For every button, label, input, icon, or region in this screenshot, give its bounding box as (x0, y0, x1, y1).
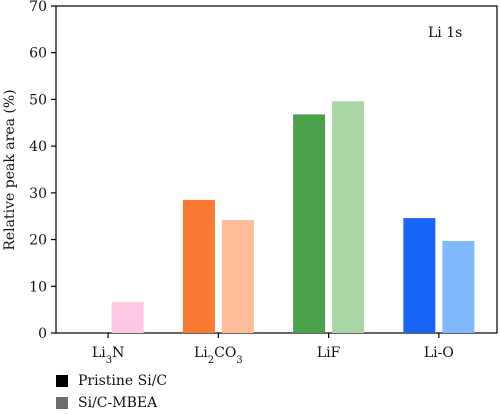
bars (111, 101, 475, 334)
bar-pristine-2 (293, 114, 326, 334)
plot-frame (55, 5, 498, 334)
y-tick-label: 60 (29, 46, 47, 62)
y-tick-label: 10 (29, 279, 47, 295)
y-tick-label: 50 (29, 92, 47, 108)
x-tick-label: Li3N (92, 345, 124, 366)
legend: Pristine Si/C Si/C-MBEA (56, 370, 167, 414)
y-tick-label: 20 (29, 233, 47, 249)
legend-label-pristine: Pristine Si/C (78, 373, 168, 389)
bar-pristine-3 (403, 218, 436, 333)
bar-mbea-2 (332, 101, 365, 333)
legend-swatch-mbea (56, 397, 68, 409)
bar-mbea-0 (111, 302, 144, 333)
x-tick-label: LiF (317, 345, 341, 361)
x-tick-label: Li2CO3 (194, 345, 243, 366)
legend-label-mbea: Si/C-MBEA (78, 395, 158, 411)
x-axis: Li3N Li2CO3 LiF Li-O (92, 333, 454, 366)
y-tick-label: 30 (29, 186, 47, 202)
bar-mbea-1 (221, 219, 254, 333)
legend-item-pristine: Pristine Si/C (56, 370, 167, 392)
legend-item-mbea: Si/C-MBEA (56, 392, 167, 414)
legend-swatch-pristine (56, 375, 68, 387)
bar-mbea-3 (442, 240, 475, 333)
bar-pristine-1 (182, 199, 215, 333)
y-axis: 0 10 20 30 40 50 60 70 (29, 0, 56, 342)
y-axis-label: Relative peak area (%) (2, 89, 18, 250)
chart-annotation: Li 1s (428, 25, 462, 41)
x-tick-label: Li-O (424, 345, 454, 361)
y-tick-label: 40 (29, 139, 47, 155)
y-tick-label: 0 (38, 326, 47, 342)
y-tick-label: 70 (29, 0, 47, 15)
